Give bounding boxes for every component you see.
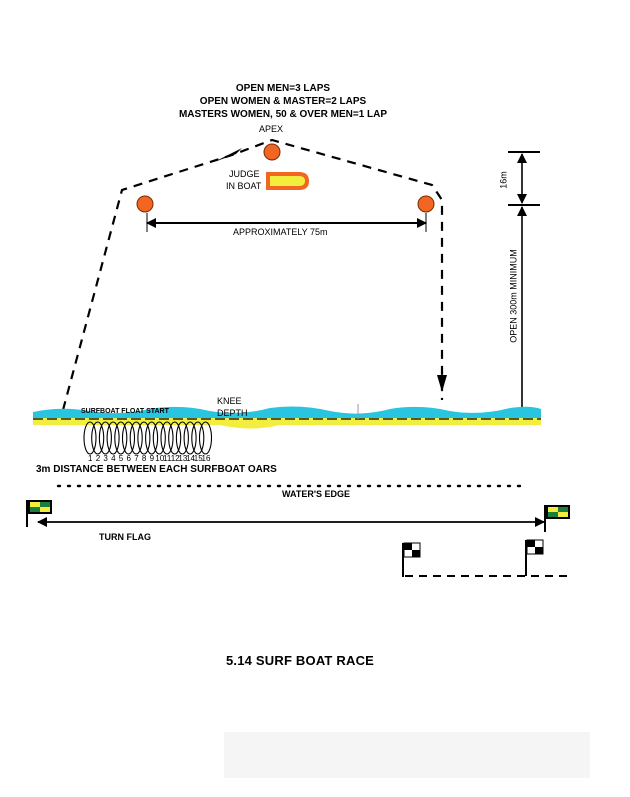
turn-flag-right: [544, 505, 570, 532]
surfboat: [106, 421, 120, 455]
laps-masters-women: MASTERS WOMEN, 50 & OVER MEN=1 LAP: [178, 109, 388, 120]
boat-number: 8: [141, 454, 147, 463]
water-band: [33, 406, 541, 418]
boat-number: 11: [163, 454, 172, 463]
distance-label: APPROXIMATELY 75m: [233, 227, 328, 237]
apex-label: APEX: [259, 124, 284, 134]
surfboat: [191, 421, 205, 455]
boat-number: 9: [149, 454, 155, 463]
boat-number: 16: [201, 454, 211, 463]
sand-strip: [33, 418, 541, 425]
surfboat-group: [83, 421, 213, 455]
finish-flag-left: [402, 542, 421, 577]
boat-number: 13: [178, 454, 188, 463]
boat-number: 1: [88, 454, 93, 463]
boat-number: 7: [134, 454, 139, 463]
surfboat: [168, 421, 182, 455]
surfboat: [121, 421, 136, 455]
figure-caption: 5.14 SURF BOAT RACE: [226, 653, 375, 668]
boat-number: 3: [103, 454, 108, 463]
judge-label-1: JUDGE: [229, 169, 260, 179]
turn-flag-label: TURN FLAG: [99, 532, 151, 542]
boat-number: 10: [155, 454, 165, 463]
boat-number: 12: [170, 454, 180, 463]
boat-number: 5: [118, 454, 124, 463]
float-start-label: SURFBOAT FLOAT START: [81, 408, 169, 415]
surfboat: [83, 421, 97, 455]
boat-number: 4: [111, 454, 116, 463]
surfboat: [137, 421, 151, 455]
surfboat: [198, 421, 213, 455]
surfboat: [91, 421, 105, 455]
course-length-label: OPEN 300m MINIMUM: [508, 249, 519, 343]
boat-number: 15: [193, 454, 203, 463]
surfboat: [183, 421, 197, 455]
judge-boat: [266, 172, 310, 190]
surfboat: [114, 421, 128, 455]
knee-label-2: DEPTH: [217, 408, 248, 418]
left-buoy: [136, 195, 154, 213]
apex-buoy: [263, 143, 281, 161]
surfboat: [152, 421, 166, 455]
boat-number: 14: [186, 454, 195, 463]
judge-label-2: IN BOAT: [226, 181, 262, 191]
surfboat: [160, 421, 174, 455]
surfboat: [145, 421, 159, 455]
laps-open-men: OPEN MEN=3 LAPS: [235, 83, 331, 94]
course-route: [61, 138, 444, 411]
boat-number: 6: [126, 454, 131, 463]
oars-spacing-label: 3m DISTANCE BETWEEN EACH SURFBOAT OARS: [36, 464, 277, 475]
faded-area: [224, 732, 590, 778]
right-buoy: [417, 195, 435, 213]
route-arrow-up: [214, 148, 242, 162]
surfboat: [98, 421, 112, 455]
apex-offset-label: 16m: [498, 171, 509, 189]
surfboat: [129, 421, 143, 455]
laps-open-women-master: OPEN WOMEN & MASTER=2 LAPS: [199, 96, 367, 107]
boat-number: 2: [95, 454, 101, 463]
finish-flag-right: [525, 539, 544, 576]
surfboat: [175, 421, 189, 455]
sand-wave: [220, 425, 280, 429]
turn-flag-left: [26, 500, 52, 527]
waters-edge-label: WATER'S EDGE: [282, 489, 350, 499]
knee-label-1: KNEE: [217, 396, 242, 406]
route-arrow-down: [437, 375, 447, 392]
